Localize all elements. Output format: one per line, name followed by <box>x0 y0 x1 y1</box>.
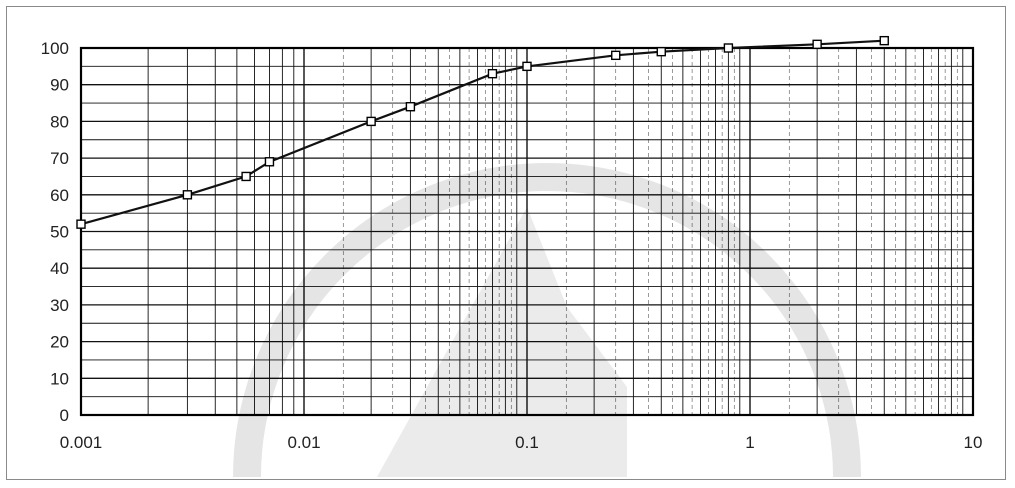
line-chart: 0 10 20 30 40 50 60 70 80 90 100 0.001 0.01 0.1 1 10 <box>41 35 983 452</box>
data-point <box>76 219 86 229</box>
plot-area <box>79 46 975 417</box>
data-point <box>522 61 532 72</box>
y-tick-label: 30 <box>50 296 69 315</box>
y-tick-label: 50 <box>50 223 69 242</box>
y-tick-label: 70 <box>50 149 69 168</box>
y-tick-label: 80 <box>50 112 69 131</box>
y-tick-label: 100 <box>41 39 69 58</box>
data-point <box>487 68 498 79</box>
data-point <box>656 46 666 57</box>
x-tick-label: 0.01 <box>287 433 320 452</box>
data-point <box>366 116 376 127</box>
x-axis-ticks: 0.001 0.01 0.1 1 10 <box>60 433 983 452</box>
y-axis-ticks: 0 10 20 30 40 50 60 70 80 90 100 <box>41 39 69 425</box>
data-markers <box>76 35 889 229</box>
grid <box>80 47 973 416</box>
series-line <box>80 39 885 226</box>
data-point <box>723 43 734 53</box>
plot-border <box>79 46 975 417</box>
x-tick-label: 0.001 <box>60 433 103 452</box>
data-point <box>264 157 275 167</box>
y-tick-label: 40 <box>50 259 69 278</box>
x-tick-label: 10 <box>964 433 983 452</box>
data-point <box>405 102 416 112</box>
data-point <box>812 39 822 50</box>
data-point <box>611 50 621 61</box>
y-tick-label: 90 <box>50 76 69 95</box>
y-tick-label: 20 <box>50 333 69 352</box>
series-line-layer <box>80 39 885 226</box>
x-tick-label: 0.1 <box>515 433 539 452</box>
data-point <box>241 171 251 182</box>
data-point <box>879 35 889 46</box>
y-tick-label: 10 <box>50 369 69 388</box>
data-point <box>182 190 193 200</box>
y-tick-label: 0 <box>60 406 69 425</box>
x-tick-label: 1 <box>745 433 754 452</box>
y-tick-label: 60 <box>50 186 69 205</box>
chart-frame: 0 10 20 30 40 50 60 70 80 90 100 0.001 0.01 0.1 1 10 <box>6 6 1006 480</box>
